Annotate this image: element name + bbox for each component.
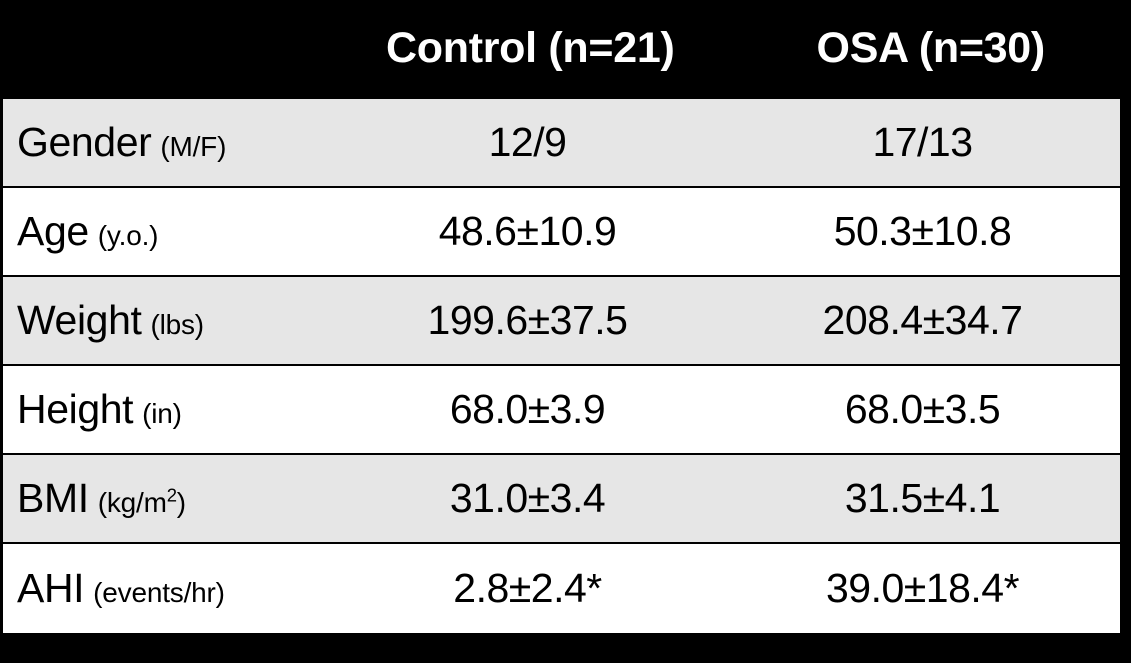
table-row: Weight (lbs) 199.6±37.5 208.4±34.7	[3, 277, 1120, 366]
cell-height-osa: 68.0±3.5	[844, 386, 1001, 432]
cell-age-osa: 50.3±10.8	[833, 208, 1012, 254]
table-header-row: Control (n=21) OSA (n=30)	[0, 0, 1131, 96]
measure-unit: (events/hr)	[93, 577, 225, 608]
table-row: Height (in) 68.0±3.9 68.0±3.5	[3, 366, 1120, 455]
row-label-height: Height (in)	[3, 389, 330, 430]
measure-unit: (in)	[142, 398, 182, 429]
cell-ahi-control: 2.8±2.4*	[453, 565, 602, 611]
unit-superscript: 2	[166, 484, 177, 506]
measure-unit: (kg/m2)	[97, 486, 186, 518]
row-label-weight: Weight (lbs)	[3, 300, 330, 341]
table-body: Gender (M/F) 12/9 17/13 Age (y.o.) 48.6±…	[0, 96, 1123, 636]
cell-gender-osa: 17/13	[872, 119, 973, 165]
table-row: BMI (kg/m2) 31.0±3.4 31.5±4.1	[3, 455, 1120, 544]
measure-name: Age	[17, 208, 89, 254]
cell-bmi-control: 31.0±3.4	[449, 475, 606, 521]
table-row: Gender (M/F) 12/9 17/13	[3, 99, 1120, 188]
row-label-ahi: AHI (events/hr)	[3, 568, 330, 609]
measure-name: Weight	[17, 297, 142, 343]
cell-ahi-osa: 39.0±18.4*	[825, 565, 1020, 611]
measure-unit: (y.o.)	[97, 220, 159, 251]
measure-name: AHI	[17, 565, 85, 611]
header-cell-osa: OSA (n=30)	[816, 23, 1046, 72]
row-label-bmi: BMI (kg/m2)	[3, 478, 330, 519]
measure-unit: (M/F)	[160, 131, 227, 162]
row-label-gender: Gender (M/F)	[3, 122, 330, 163]
table-row: Age (y.o.) 48.6±10.9 50.3±10.8	[3, 188, 1120, 277]
measure-name: BMI	[17, 475, 89, 521]
cell-bmi-osa: 31.5±4.1	[844, 475, 1001, 521]
cell-weight-osa: 208.4±34.7	[822, 297, 1023, 343]
cell-age-control: 48.6±10.9	[438, 208, 617, 254]
cell-weight-control: 199.6±37.5	[427, 297, 628, 343]
row-label-age: Age (y.o.)	[3, 211, 330, 252]
cell-height-control: 68.0±3.9	[449, 386, 606, 432]
table-row: AHI (events/hr) 2.8±2.4* 39.0±18.4*	[3, 544, 1120, 633]
header-cell-control: Control (n=21)	[386, 23, 675, 72]
measure-unit: (lbs)	[150, 309, 204, 340]
unit-tail: )	[176, 487, 186, 518]
unit-base: (kg/m	[97, 487, 167, 518]
measure-name: Gender	[17, 119, 152, 165]
measure-name: Height	[17, 386, 134, 432]
cell-gender-control: 12/9	[488, 119, 567, 165]
